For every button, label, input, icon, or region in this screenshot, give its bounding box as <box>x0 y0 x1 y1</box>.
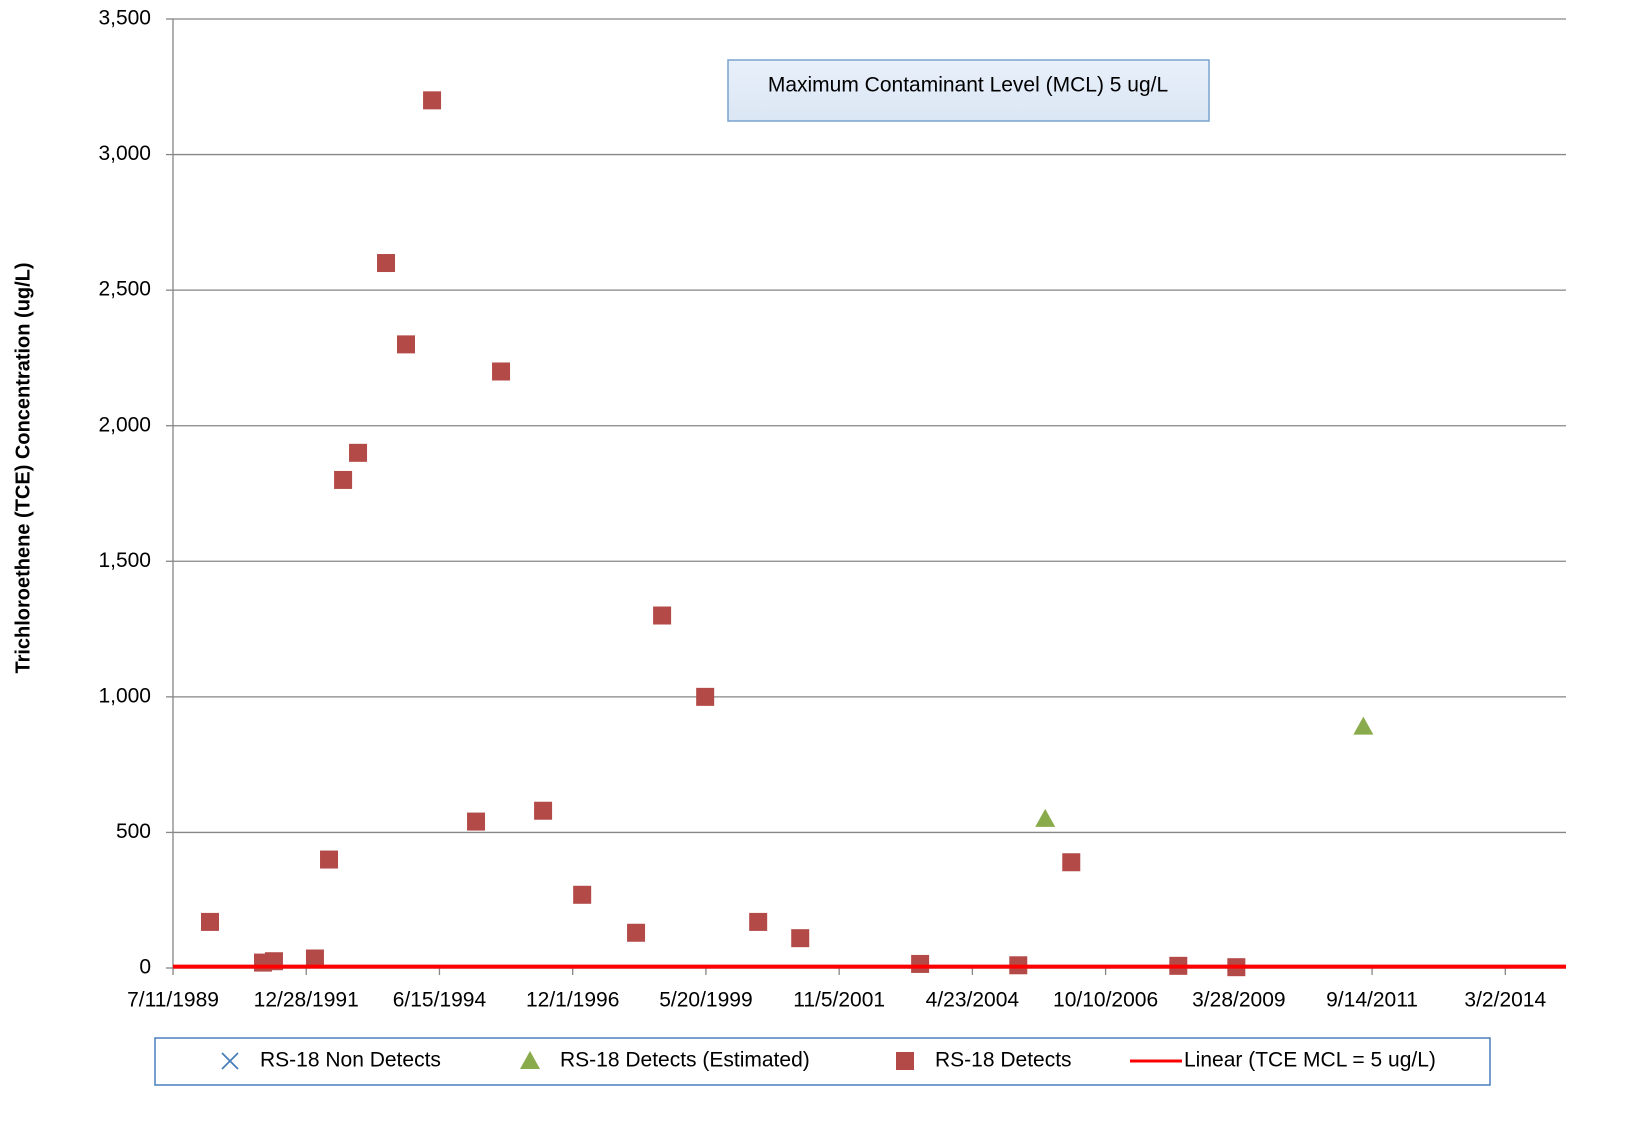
y-tick-label: 3,500 <box>98 7 151 30</box>
x-tick-label: 12/1/1996 <box>526 989 619 1012</box>
point <box>1035 808 1056 827</box>
x-tick-label: 4/23/2004 <box>926 989 1020 1012</box>
legend-label: RS-18 Detects (Estimated) <box>560 1049 810 1072</box>
point <box>791 929 810 948</box>
point <box>627 923 646 942</box>
point <box>696 687 715 706</box>
y-axis-label: Trichloroethene (TCE) Concentration (ug/… <box>12 262 34 673</box>
point <box>397 335 416 354</box>
point <box>467 812 486 831</box>
point <box>423 91 442 110</box>
point <box>305 949 324 968</box>
point <box>349 443 368 462</box>
point <box>320 850 339 869</box>
legend-label: RS-18 Non Detects <box>260 1049 441 1072</box>
legend-label: RS-18 Detects <box>935 1049 1072 1072</box>
point <box>1062 853 1081 872</box>
x-tick-label: 3/2/2014 <box>1464 989 1546 1012</box>
y-tick-label: 2,500 <box>98 278 151 301</box>
y-tick-label: 500 <box>116 820 151 843</box>
legend-box <box>154 1037 1491 1086</box>
y-tick-label: 1,500 <box>98 549 151 572</box>
x-tick-label: 9/14/2011 <box>1326 989 1418 1012</box>
point <box>201 912 220 931</box>
x-tick-label: 5/20/1999 <box>659 989 752 1012</box>
x-tick-label: 6/15/1994 <box>393 989 487 1012</box>
x-tick-label: 12/28/1991 <box>254 989 359 1012</box>
point <box>534 801 553 820</box>
point <box>1353 716 1374 735</box>
x-tick-label: 11/5/2001 <box>793 989 885 1012</box>
x-tick-label: 10/10/2006 <box>1053 989 1158 1012</box>
legend-marker <box>221 1052 239 1070</box>
x-tick-label: 3/28/2009 <box>1192 989 1285 1012</box>
point <box>492 362 511 381</box>
y-tick-label: 0 <box>139 956 151 979</box>
y-tick-label: 1,000 <box>98 684 151 707</box>
point <box>334 470 353 489</box>
point <box>749 912 768 931</box>
x-tick-label: 7/11/1989 <box>127 989 219 1012</box>
annotation-box <box>727 59 1210 122</box>
annotation: Maximum Contaminant Level (MCL) 5 ug/L <box>768 74 1168 97</box>
point <box>653 606 672 625</box>
legend-marker <box>896 1052 914 1070</box>
y-tick-label: 2,000 <box>98 413 151 436</box>
point <box>377 254 396 273</box>
legend-marker <box>520 1051 540 1069</box>
legend-label: Linear (TCE MCL = 5 ug/L) <box>1184 1049 1436 1072</box>
point <box>573 885 592 904</box>
point <box>911 954 930 973</box>
y-tick-label: 3,000 <box>98 142 151 165</box>
